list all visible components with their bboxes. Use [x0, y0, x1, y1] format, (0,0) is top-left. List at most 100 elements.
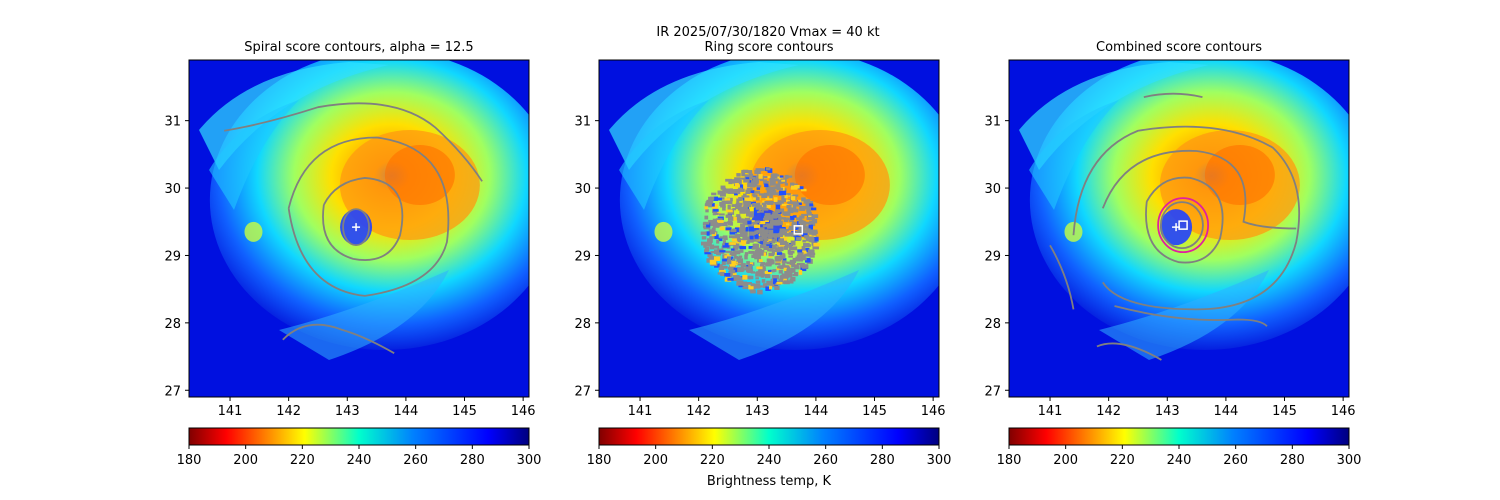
contour-speck	[765, 197, 773, 200]
contour-speck	[782, 253, 786, 257]
contour-speck	[802, 265, 809, 269]
contour-speck	[731, 204, 738, 207]
contour-speck	[716, 251, 722, 256]
contour-speck	[784, 193, 791, 196]
contour-speck	[744, 174, 751, 178]
contour-line	[342, 208, 370, 247]
contour-speck	[808, 236, 814, 239]
contour-speck	[768, 240, 776, 243]
contour-speck	[779, 228, 785, 232]
contour-speck	[706, 258, 713, 263]
contour-speck	[779, 240, 786, 246]
contour-speck	[791, 223, 796, 228]
x-tick-label: 143	[335, 404, 360, 419]
contour-speck	[783, 266, 787, 272]
contour-speck	[710, 251, 715, 254]
x-tick-label: 142	[1096, 404, 1121, 419]
contour-speck	[782, 275, 789, 279]
contour-speck	[767, 235, 773, 240]
contour-speck	[764, 243, 768, 246]
contour-speck	[796, 221, 801, 226]
southern-band	[1099, 270, 1269, 360]
y-tick-label: 28	[984, 317, 1001, 332]
contour-speck	[733, 256, 739, 259]
contour-speck	[787, 175, 793, 178]
contour-speck	[737, 258, 744, 264]
colorbar-tick-label: 260	[403, 453, 428, 468]
contour-speck	[777, 179, 784, 184]
contour-speck	[790, 240, 796, 246]
contour-speck	[765, 180, 769, 184]
contour-line	[1114, 305, 1268, 327]
contour-speck	[777, 241, 781, 246]
colorbar-tick-label: 220	[290, 453, 315, 468]
contour-speck	[744, 252, 749, 256]
contour-speck	[783, 229, 789, 232]
contour-speck	[813, 237, 819, 242]
contour-speck	[779, 208, 785, 213]
contour-speck	[762, 234, 766, 240]
contour-speck	[721, 197, 725, 200]
contour-speck	[767, 249, 771, 252]
contour-speck	[796, 237, 802, 241]
contour-speck	[748, 275, 754, 280]
contour-speck	[794, 184, 800, 189]
colorbar-tick-label: 260	[813, 453, 838, 468]
contour-speck	[714, 235, 719, 240]
contour-speck	[801, 221, 806, 226]
contour-speck	[788, 255, 793, 258]
contour-speck	[748, 250, 755, 254]
colorbar-gradient	[1008, 427, 1350, 446]
contour-speck	[756, 266, 763, 270]
contour-speck	[799, 205, 806, 211]
contour-speck	[759, 220, 766, 225]
contour-speck	[770, 173, 778, 179]
contour-speck	[772, 245, 777, 250]
contour-speck	[776, 252, 783, 256]
contour-speck	[786, 223, 790, 226]
axes-frame	[598, 59, 940, 398]
contour-speck	[791, 226, 796, 230]
contour-speck	[785, 273, 793, 278]
contour-speck	[786, 261, 790, 265]
contour-speck	[729, 221, 733, 226]
contour-speck	[741, 227, 748, 232]
contour-speck	[750, 289, 756, 294]
convective-cell	[244, 221, 263, 242]
contour-speck	[734, 227, 739, 233]
inner-band	[1029, 100, 1119, 210]
contour-speck	[789, 218, 794, 223]
contour-speck	[763, 179, 767, 185]
contour-speck	[762, 283, 768, 288]
contour-speck	[718, 237, 723, 242]
contour-speck	[755, 168, 762, 171]
contour-speck	[789, 278, 794, 284]
contour-speck	[707, 238, 713, 243]
y-tick-label: 27	[164, 384, 181, 399]
contour-speck	[719, 264, 723, 268]
contour-speck	[778, 269, 783, 274]
cold-cloud-top	[384, 145, 455, 206]
contour-speck	[737, 188, 745, 192]
contour-speck	[752, 237, 759, 241]
contour-speck	[751, 247, 758, 250]
contour-speck	[780, 280, 786, 284]
contour-speck	[767, 186, 774, 190]
contour-speck	[742, 206, 748, 211]
contour-speck	[762, 202, 768, 207]
contour-speck	[732, 189, 740, 194]
contour-speck	[779, 276, 785, 281]
contour-speck	[778, 238, 785, 243]
contour-speck	[784, 233, 789, 236]
contour-speck	[721, 243, 727, 247]
contour-speck	[742, 236, 749, 241]
contour-speck	[792, 203, 800, 207]
contour-speck	[709, 203, 715, 207]
contour-speck	[781, 179, 786, 182]
x-tick-label: 143	[1155, 404, 1180, 419]
contour-speck	[747, 170, 753, 174]
contour-speck	[718, 266, 725, 271]
contour-speck	[728, 235, 736, 239]
contour-speck	[754, 190, 761, 194]
contour-speck	[781, 265, 788, 268]
